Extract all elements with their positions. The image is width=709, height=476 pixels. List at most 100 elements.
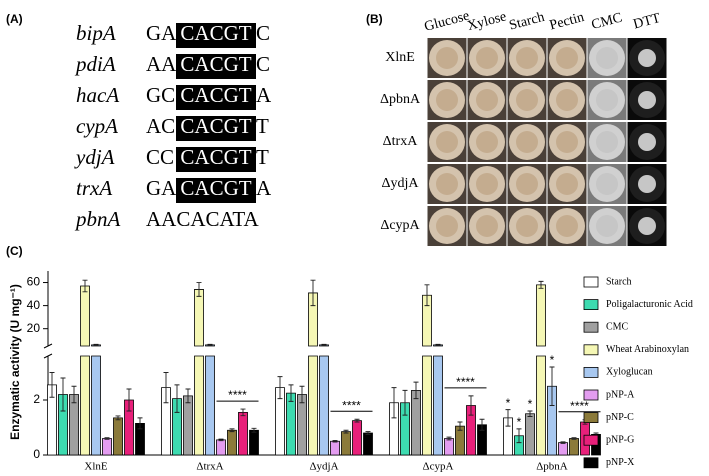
error-bar bbox=[104, 437, 110, 440]
gene-name: trxA bbox=[76, 176, 112, 200]
legend-label: pNP-A bbox=[606, 389, 635, 400]
colony bbox=[476, 131, 498, 153]
colony bbox=[556, 47, 578, 69]
x-tick-label: XlnE bbox=[84, 461, 108, 473]
bar bbox=[58, 394, 68, 456]
significance: * bbox=[528, 397, 533, 411]
column-label: Glucose bbox=[423, 9, 471, 35]
row-label: ΔydjA bbox=[381, 176, 419, 191]
motif-box bbox=[176, 54, 256, 79]
error-bar bbox=[549, 366, 555, 406]
error-bar bbox=[126, 388, 132, 412]
bar bbox=[161, 387, 171, 456]
error-bar bbox=[93, 343, 99, 346]
error-bar bbox=[391, 387, 397, 419]
bar bbox=[113, 417, 123, 456]
colony bbox=[596, 173, 618, 195]
legend-swatch bbox=[583, 412, 599, 424]
colony bbox=[556, 131, 578, 153]
error-bar bbox=[163, 372, 169, 404]
sequence-prefix: CC bbox=[146, 145, 174, 169]
significance: **** bbox=[342, 398, 361, 412]
significance: * bbox=[506, 396, 511, 410]
column-label: Starch bbox=[508, 10, 546, 34]
row-label: XlnE bbox=[385, 50, 415, 65]
column-label: DTT bbox=[632, 11, 663, 33]
motif-box bbox=[176, 147, 256, 172]
colony bbox=[476, 89, 498, 111]
colony bbox=[638, 217, 656, 235]
colony bbox=[436, 215, 458, 237]
y-tick-label: 40 bbox=[27, 298, 41, 312]
legend-swatch bbox=[583, 389, 599, 401]
motif-box bbox=[176, 85, 256, 110]
error-bar bbox=[60, 377, 66, 412]
significance: **** bbox=[228, 388, 247, 402]
error-bar bbox=[435, 343, 441, 346]
error-bar bbox=[299, 385, 305, 404]
bar bbox=[411, 389, 421, 456]
bar bbox=[216, 439, 226, 456]
gene-name: cypA bbox=[76, 114, 118, 138]
error-bar bbox=[354, 418, 360, 423]
error-bar bbox=[343, 429, 349, 434]
colony bbox=[436, 131, 458, 153]
legend-swatch bbox=[583, 344, 599, 356]
y-tick-label: 0 bbox=[33, 447, 40, 461]
sequence: AACACATA bbox=[146, 207, 259, 231]
bar bbox=[455, 425, 465, 456]
bar bbox=[308, 292, 318, 456]
panel-label: (A) bbox=[6, 12, 23, 26]
colony bbox=[556, 89, 578, 111]
error-bar bbox=[332, 439, 338, 443]
bar bbox=[297, 394, 307, 456]
error-bar bbox=[321, 343, 327, 346]
bar bbox=[69, 394, 79, 456]
legend-swatch bbox=[583, 299, 599, 311]
gene-name: pbnA bbox=[74, 207, 121, 231]
bar bbox=[80, 285, 90, 456]
bar bbox=[341, 431, 351, 456]
error-bar bbox=[516, 428, 522, 444]
significance: * bbox=[517, 415, 522, 429]
colony bbox=[596, 47, 618, 69]
error-bar bbox=[240, 408, 246, 417]
sequence-suffix: C bbox=[256, 21, 270, 45]
gene-name: hacA bbox=[76, 83, 119, 107]
y-axis-label: Enzymatic activity (U mg⁻¹) bbox=[8, 284, 22, 440]
bar bbox=[249, 429, 259, 456]
significance: **** bbox=[456, 375, 475, 389]
bar bbox=[238, 411, 248, 456]
legend-label: Starch bbox=[606, 276, 632, 287]
legend-label: Poligalacturonic Acid bbox=[606, 299, 693, 310]
error-bar bbox=[288, 384, 294, 402]
error-bar bbox=[505, 409, 511, 427]
bar bbox=[47, 384, 57, 456]
error-bar bbox=[137, 417, 143, 430]
sequence-suffix: T bbox=[256, 145, 269, 169]
error-bar bbox=[207, 343, 213, 346]
error-bar bbox=[71, 385, 77, 404]
gene-name: pdiA bbox=[74, 52, 116, 76]
colony bbox=[638, 133, 656, 151]
error-bar bbox=[277, 376, 283, 400]
bar bbox=[558, 442, 568, 456]
bar bbox=[319, 344, 329, 456]
bar bbox=[227, 429, 237, 456]
motif-box bbox=[176, 23, 256, 48]
bar bbox=[514, 435, 524, 456]
colony bbox=[476, 47, 498, 69]
bar bbox=[477, 424, 487, 456]
sequence-suffix: A bbox=[256, 176, 272, 200]
colony bbox=[638, 175, 656, 193]
legend-swatch bbox=[583, 366, 599, 378]
axis-break bbox=[43, 343, 53, 349]
legend-label: Wheat Arabinoxylan bbox=[606, 344, 689, 355]
colony bbox=[638, 49, 656, 67]
sequence-suffix: A bbox=[256, 83, 272, 107]
legend-swatch bbox=[583, 321, 599, 333]
column-label: CMC bbox=[590, 10, 624, 33]
error-bar bbox=[538, 280, 544, 289]
error-bar bbox=[185, 388, 191, 404]
